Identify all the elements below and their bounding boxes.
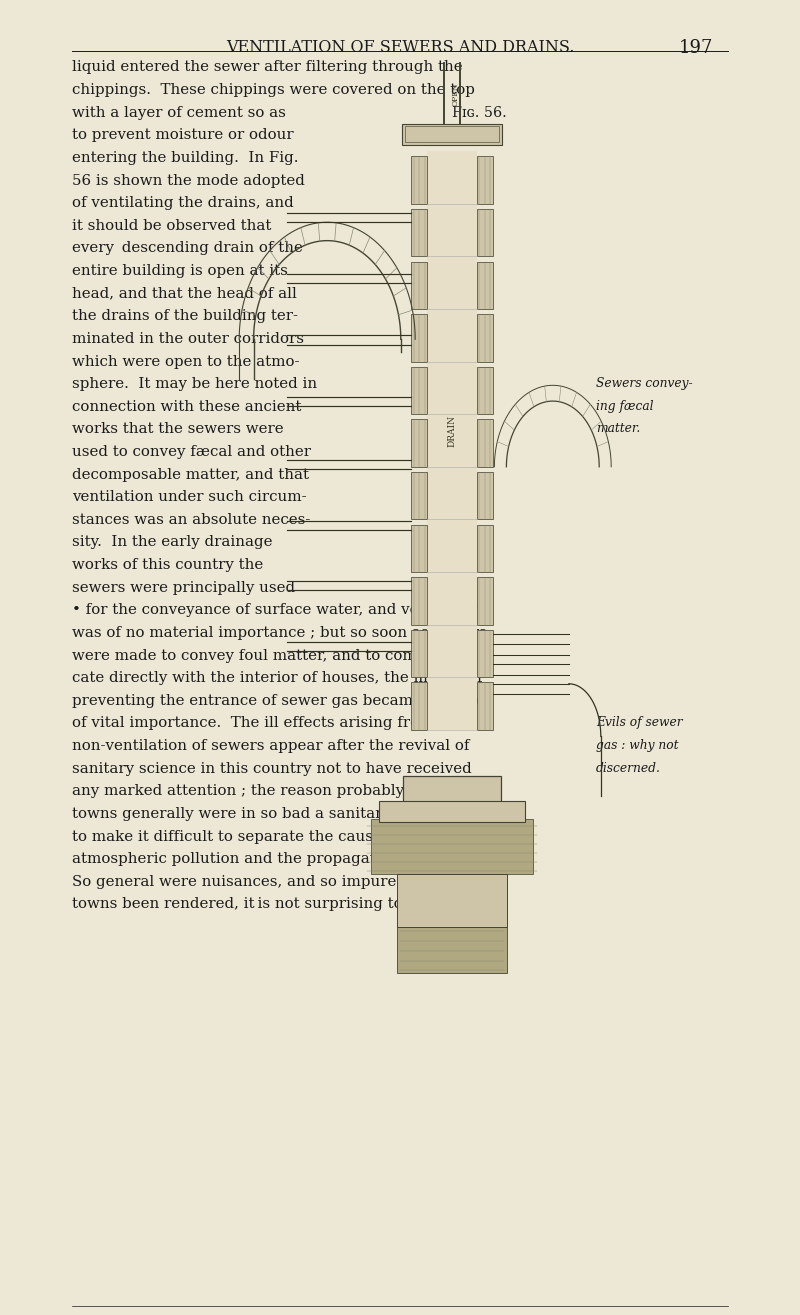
Bar — [477, 314, 493, 362]
Text: cate directly with the interior of houses, the means of: cate directly with the interior of house… — [72, 671, 482, 685]
Text: works that the sewers were: works that the sewers were — [72, 422, 284, 437]
Bar — [427, 204, 477, 256]
Bar — [411, 682, 427, 730]
Bar — [411, 209, 427, 256]
Bar — [427, 151, 477, 204]
Bar — [477, 367, 493, 414]
Text: sity.  In the early drainage: sity. In the early drainage — [72, 535, 273, 550]
Text: sanitary science in this country not to have received: sanitary science in this country not to … — [72, 761, 472, 776]
Text: preventing the entrance of sewer gas became a matter: preventing the entrance of sewer gas bec… — [72, 694, 492, 707]
Text: head, and that the head of all: head, and that the head of all — [72, 287, 297, 301]
Bar — [427, 414, 477, 467]
Bar — [477, 525, 493, 572]
Text: So general were nuisances, and so impure had the air of: So general were nuisances, and so impure… — [72, 874, 504, 889]
Text: used to convey fæcal and other: used to convey fæcal and other — [72, 444, 311, 459]
Text: towns been rendered, it is not surprising to find that,: towns been rendered, it is not surprisin… — [72, 897, 478, 911]
Text: atmospheric pollution and the propagation of disease.: atmospheric pollution and the propagatio… — [72, 852, 485, 867]
Text: to prevent moisture or odour: to prevent moisture or odour — [72, 129, 294, 142]
Bar — [411, 156, 427, 204]
Bar — [477, 630, 493, 677]
Text: ventilation under such circum-: ventilation under such circum- — [72, 490, 306, 504]
Text: minated in the outer corridors: minated in the outer corridors — [72, 331, 304, 346]
Text: ing fæcal: ing fæcal — [596, 400, 654, 413]
Text: connection with these ancient: connection with these ancient — [72, 400, 302, 414]
Bar — [477, 472, 493, 519]
Text: works of this country the: works of this country the — [72, 558, 263, 572]
Bar — [402, 124, 502, 145]
Bar — [403, 776, 501, 802]
Bar — [477, 156, 493, 204]
Text: the drains of the building ter-: the drains of the building ter- — [72, 309, 298, 323]
Bar — [427, 625, 477, 677]
Bar — [427, 362, 477, 414]
Text: VENTILATION OF SEWERS AND DRAINS.: VENTILATION OF SEWERS AND DRAINS. — [226, 39, 574, 57]
Bar — [477, 419, 493, 467]
Text: entering the building.  In Fig.: entering the building. In Fig. — [72, 151, 298, 164]
Bar — [397, 874, 507, 927]
Text: gas : why not: gas : why not — [596, 739, 678, 752]
Text: was of no material importance ; but so soon as sewers: was of no material importance ; but so s… — [72, 626, 486, 640]
Bar — [411, 577, 427, 625]
Text: entire building is open at its: entire building is open at its — [72, 264, 288, 277]
Text: Fɪɢ. 56.: Fɪɢ. 56. — [452, 105, 506, 120]
Bar — [477, 682, 493, 730]
Bar — [427, 519, 477, 572]
Text: every  descending drain of the: every descending drain of the — [72, 242, 303, 255]
Text: with a layer of cement so as: with a layer of cement so as — [72, 105, 286, 120]
Bar — [411, 367, 427, 414]
Text: OPEN: OPEN — [452, 83, 460, 107]
Bar — [427, 467, 477, 519]
Text: to make it difficult to separate the causes which led to: to make it difficult to separate the cau… — [72, 830, 488, 843]
Text: sphere.  It may be here noted in: sphere. It may be here noted in — [72, 377, 317, 391]
Bar — [427, 309, 477, 362]
Bar — [477, 262, 493, 309]
Text: • for the conveyance of surface water, and ventilation: • for the conveyance of surface water, a… — [72, 604, 482, 617]
Bar — [411, 419, 427, 467]
Text: stances was an absolute neces-: stances was an absolute neces- — [72, 513, 310, 527]
Text: decomposable matter, and that: decomposable matter, and that — [72, 468, 309, 481]
Text: sewers were principally used: sewers were principally used — [72, 581, 295, 594]
Bar — [411, 314, 427, 362]
Bar — [477, 577, 493, 625]
Bar — [379, 801, 525, 822]
Bar — [371, 819, 533, 874]
Bar — [411, 525, 427, 572]
Text: of vital importance.  The ill effects arising from the: of vital importance. The ill effects ari… — [72, 717, 463, 730]
Bar — [405, 126, 499, 142]
Bar — [427, 256, 477, 309]
Bar — [427, 677, 477, 730]
Text: which were open to the atmo-: which were open to the atmo- — [72, 355, 299, 368]
Text: non-ventilation of sewers appear after the revival of: non-ventilation of sewers appear after t… — [72, 739, 470, 753]
Bar — [411, 472, 427, 519]
Bar — [397, 926, 507, 973]
Text: 197: 197 — [679, 39, 713, 58]
Text: DRAIN: DRAIN — [447, 414, 457, 447]
Text: discerned.: discerned. — [596, 761, 661, 775]
Bar — [477, 209, 493, 256]
Text: any marked attention ; the reason probably being that: any marked attention ; the reason probab… — [72, 784, 487, 798]
Bar — [427, 572, 477, 625]
Text: of ventilating the drains, and: of ventilating the drains, and — [72, 196, 294, 210]
Text: Sewers convey-: Sewers convey- — [596, 377, 693, 391]
Text: Evils of sewer: Evils of sewer — [596, 717, 682, 730]
Text: 56 is shown the mode adopted: 56 is shown the mode adopted — [72, 174, 305, 188]
Text: were made to convey foul matter, and to communi-: were made to convey foul matter, and to … — [72, 648, 461, 663]
Bar — [411, 630, 427, 677]
Bar — [411, 262, 427, 309]
Text: liquid entered the sewer after filtering through the: liquid entered the sewer after filtering… — [72, 60, 462, 75]
Text: chippings.  These chippings were covered on the top: chippings. These chippings were covered … — [72, 83, 475, 97]
Text: matter.: matter. — [596, 422, 640, 435]
Text: towns generally were in so bad a sanitary condition as: towns generally were in so bad a sanitar… — [72, 807, 488, 821]
Text: it should be observed that: it should be observed that — [72, 218, 271, 233]
